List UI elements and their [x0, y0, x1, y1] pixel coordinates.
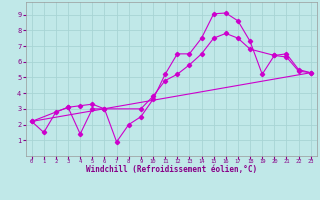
- X-axis label: Windchill (Refroidissement éolien,°C): Windchill (Refroidissement éolien,°C): [86, 165, 257, 174]
